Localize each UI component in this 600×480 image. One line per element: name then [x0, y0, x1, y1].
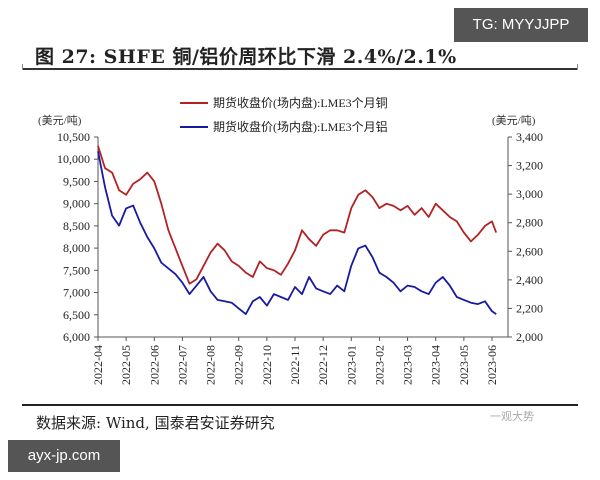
svg-text:2,800: 2,800 [516, 216, 543, 230]
svg-text:2,200: 2,200 [516, 301, 543, 315]
svg-text:6,500: 6,500 [63, 308, 90, 322]
svg-text:10,500: 10,500 [57, 130, 90, 144]
svg-text:9,000: 9,000 [63, 197, 90, 211]
svg-text:7,500: 7,500 [63, 263, 90, 277]
svg-text:2022-09: 2022-09 [232, 345, 246, 385]
svg-text:3,400: 3,400 [516, 130, 543, 144]
svg-text:6,000: 6,000 [63, 330, 90, 344]
svg-text:2,600: 2,600 [516, 244, 543, 258]
svg-text:10,000: 10,000 [57, 152, 90, 166]
svg-text:7,000: 7,000 [63, 286, 90, 300]
svg-text:2023-02: 2023-02 [372, 345, 386, 385]
chart-series [97, 145, 498, 316]
chart-axes: 10,500 10,000 9,500 9,000 8,500 8,000 7,500 7,0… [57, 130, 543, 385]
svg-text:2023-05: 2023-05 [457, 345, 471, 385]
title-divider-left-tick [22, 64, 23, 70]
footer-divider [22, 404, 578, 406]
watermark-badge-tg: TG: MYYJJPP [454, 8, 588, 42]
svg-text:2023-06: 2023-06 [485, 345, 499, 385]
svg-text:8,500: 8,500 [63, 219, 90, 233]
left-axis-unit: (美元/吨) [38, 114, 82, 127]
svg-text:2022-07: 2022-07 [175, 345, 189, 385]
svg-text:2,000: 2,000 [516, 330, 543, 344]
faint-watermark: 一观大势 [490, 411, 534, 423]
legend-copper-label: 期货收盘价(场内盘):LME3个月铜 [213, 95, 388, 110]
svg-text:2023-03: 2023-03 [401, 345, 415, 385]
svg-text:2022-12: 2022-12 [316, 345, 330, 385]
chart-legend: 期货收盘价(场内盘):LME3个月铜 期货收盘价(场内盘):LME3个月铝 [180, 95, 388, 134]
svg-text:2,400: 2,400 [516, 273, 543, 287]
svg-text:2022-11: 2022-11 [288, 345, 302, 385]
watermark-badge-site: ayx-jp.com [8, 440, 120, 472]
svg-text:3,000: 3,000 [516, 187, 543, 201]
legend-aluminum-label: 期货收盘价(场内盘):LME3个月铝 [213, 119, 388, 134]
svg-text:2022-08: 2022-08 [204, 345, 218, 385]
svg-text:2022-06: 2022-06 [147, 345, 161, 385]
right-axis-unit: (美元/吨) [492, 114, 536, 127]
svg-text:2023-01: 2023-01 [344, 345, 358, 385]
title-divider-right-tick [577, 64, 578, 70]
svg-text:9,500: 9,500 [63, 174, 90, 188]
svg-text:2022-05: 2022-05 [119, 345, 133, 385]
svg-text:8,000: 8,000 [63, 241, 90, 255]
svg-text:2023-04: 2023-04 [429, 345, 443, 385]
data-source-note: 数据来源: Wind, 国泰君安证券研究 [36, 414, 275, 432]
svg-text:3,200: 3,200 [516, 159, 543, 173]
title-divider [22, 68, 578, 70]
svg-text:2022-10: 2022-10 [260, 345, 274, 385]
chart-title: 图 27: SHFE 铜/铝价周环比下滑 2.4%/2.1% [35, 46, 457, 68]
svg-text:2022-04: 2022-04 [91, 345, 105, 385]
